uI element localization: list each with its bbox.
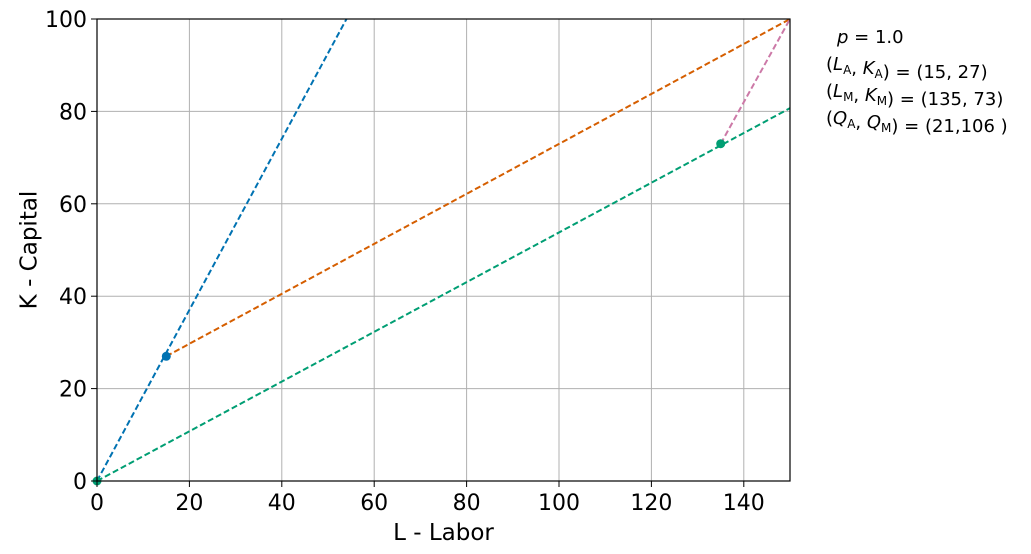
annotation-part: M: [877, 94, 887, 108]
annotations: p = 1.0(LA, KA) = (15, 27)(LM, KM) = (13…: [826, 27, 1008, 137]
annotation-part: (: [826, 108, 833, 129]
annotation-agri: (LA, KA) = (15, 27): [826, 54, 988, 83]
series-line-2: [165, 19, 790, 358]
axis-ticks: 0 20 40 60 80 100 120 140 0 20 40 60 80 100: [45, 8, 765, 516]
y-tick-label: 80: [59, 100, 87, 125]
annotation-part: K: [865, 85, 878, 106]
annotation-part: ,: [851, 58, 862, 79]
annotation-output: (QA, QM) = (21,106 ): [826, 108, 1008, 137]
grid: [96, 18, 790, 482]
annotation-part: M: [881, 121, 891, 135]
annotation-part: Q: [833, 108, 847, 129]
annotation-part: L: [833, 54, 843, 75]
x-tick-label: 120: [630, 491, 672, 516]
annotation-part: Q: [867, 112, 881, 133]
series-line-4: [719, 19, 790, 145]
y-tick-label: 60: [59, 193, 87, 218]
annotation-part: A: [847, 117, 856, 131]
x-tick-label: 140: [723, 491, 765, 516]
annotation-part: K: [863, 58, 876, 79]
annotation-part: ,: [855, 112, 866, 133]
x-tick-label: 60: [360, 491, 388, 516]
y-tick-label: 40: [59, 285, 87, 310]
annotation-part: ) = (21,106 ): [891, 116, 1007, 137]
series-line-3: [97, 107, 790, 481]
x-tick-label: 80: [453, 491, 481, 516]
annotation-manu: (LM, KM) = (135, 73): [826, 81, 1003, 110]
annotation-part: ) = (15, 27): [883, 62, 988, 83]
annotation-part: p: [836, 27, 848, 48]
y-tick-label: 20: [59, 378, 87, 403]
annotation-part: A: [875, 67, 884, 81]
data-point-2: [716, 139, 726, 149]
y-tick-label: 100: [45, 8, 87, 33]
y-axis-label: K - Capital: [17, 191, 43, 310]
x-tick-label: 20: [175, 491, 203, 516]
annotation-part: M: [843, 90, 853, 104]
annotation-part: ) = (135, 73): [887, 89, 1003, 110]
x-axis-label: L - Labor: [393, 520, 494, 546]
x-tick-label: 40: [268, 491, 296, 516]
series-line-1: [97, 19, 348, 481]
x-tick-label: 0: [90, 491, 104, 516]
annotation-part: ,: [853, 85, 864, 106]
annotation-part: (: [826, 54, 833, 75]
annotation-part: A: [843, 63, 852, 77]
x-tick-label: 100: [538, 491, 580, 516]
annotation-price: p = 1.0: [836, 27, 904, 48]
annotation-part: = 1.0: [848, 27, 903, 48]
annotation-part: L: [833, 81, 843, 102]
y-tick-label: 0: [73, 470, 87, 495]
data-point-1: [161, 351, 171, 361]
annotation-part: (: [826, 81, 833, 102]
series-lines: [97, 19, 790, 481]
plot-frame: [96, 18, 791, 482]
